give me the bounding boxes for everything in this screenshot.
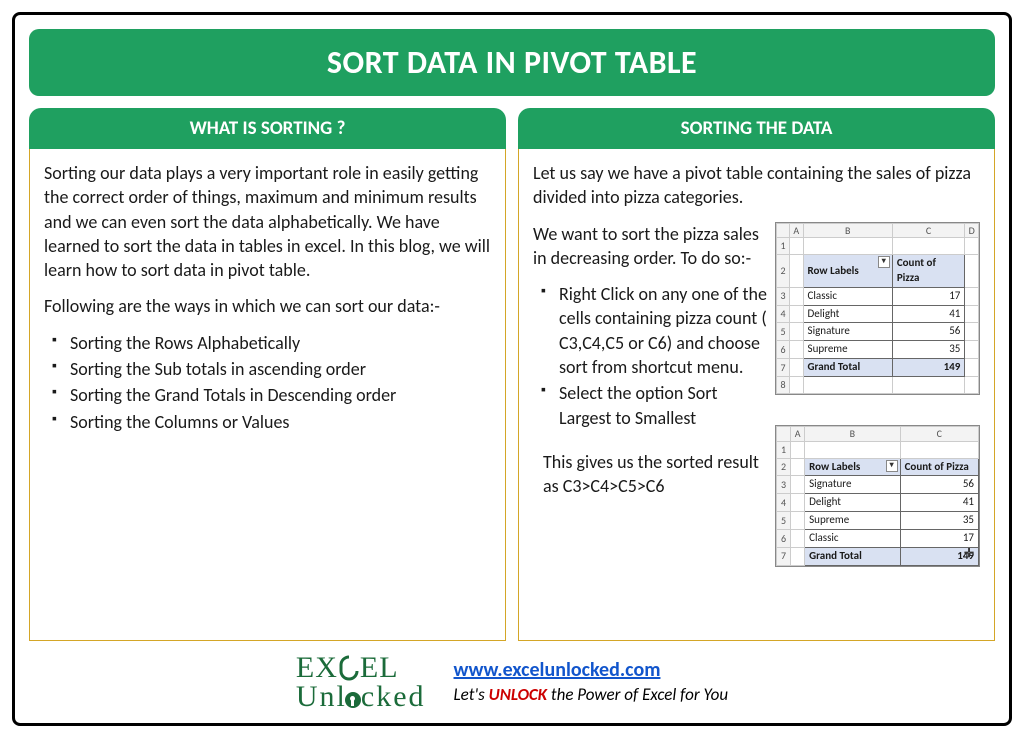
row-num: 3: [777, 287, 790, 305]
row-num: 6: [777, 341, 790, 359]
tagline-post: the Power of Excel for You: [547, 684, 728, 705]
row-num: 3: [777, 476, 791, 494]
pivot-cell: 41: [892, 305, 965, 323]
row-num: 1: [777, 238, 790, 255]
row-num: 4: [777, 494, 791, 512]
pivot-header: Row Labels: [803, 255, 892, 288]
keyhole-icon: [345, 692, 361, 708]
row-num: 7: [777, 359, 790, 377]
lock-c-icon: [339, 655, 359, 681]
row-num: 6: [777, 529, 791, 547]
pivot-cell: 17: [892, 287, 965, 305]
pivot-cell: 56: [892, 323, 965, 341]
right-para2: We want to sort the pizza sales in decre…: [533, 222, 767, 271]
col-header: B: [805, 427, 900, 442]
pivot-header: Row Labels: [805, 458, 900, 476]
col-header: B: [803, 223, 892, 238]
row-num: 2: [777, 458, 791, 476]
pivot-table-before: A B C D 1 2 Row Labels Count of Pizza 3: [775, 222, 980, 395]
list-item: Sorting the Grand Totals in Descending o…: [52, 383, 491, 407]
tagline-unlock: UNLOCK: [489, 684, 547, 705]
left-column: WHAT IS SORTING ? Sorting our data plays…: [29, 108, 506, 641]
left-heading: WHAT IS SORTING ?: [29, 108, 506, 149]
right-inner-layout: We want to sort the pizza sales in decre…: [533, 222, 980, 567]
row-num: 2: [777, 255, 790, 288]
pivot-cell: Delight: [803, 305, 892, 323]
right-text-block: We want to sort the pizza sales in decre…: [533, 222, 767, 567]
list-item: Sorting the Rows Alphabetically: [52, 331, 491, 355]
footer-text: www.excelunlocked.com Let's UNLOCK the P…: [454, 658, 729, 705]
pivot-total-value: 149✛: [900, 547, 978, 565]
row-num: 7: [777, 547, 791, 565]
pivot-cell: 17: [900, 529, 978, 547]
columns-container: WHAT IS SORTING ? Sorting our data plays…: [29, 108, 995, 641]
pivot-total-label: Grand Total: [803, 359, 892, 377]
website-link[interactable]: www.excelunlocked.com: [454, 658, 661, 682]
list-item: Sorting the Columns or Values: [52, 410, 491, 434]
tagline-pre: Let's: [454, 684, 489, 705]
list-item: Sorting the Sub totals in ascending orde…: [52, 357, 491, 381]
right-column: SORTING THE DATA Let us say we have a pi…: [518, 108, 995, 641]
row-num: 4: [777, 305, 790, 323]
pivot-cell: 41: [900, 494, 978, 512]
slide-frame: SORT DATA IN PIVOT TABLE WHAT IS SORTING…: [12, 12, 1012, 726]
pivot-cell: Classic: [805, 529, 900, 547]
pivot-cell: Supreme: [803, 341, 892, 359]
excel-unlocked-logo: EXEL Unlcked: [296, 651, 426, 711]
col-header: C: [892, 223, 965, 238]
pivot-total-label: Grand Total: [805, 547, 900, 565]
left-followup: Following are the ways in which we can s…: [44, 294, 491, 318]
tagline: Let's UNLOCK the Power of Excel for You: [454, 684, 729, 705]
left-intro: Sorting our data plays a very important …: [44, 161, 491, 282]
col-header: A: [791, 427, 805, 442]
row-num: 5: [777, 323, 790, 341]
left-bullet-list: Sorting the Rows Alphabetically Sorting …: [44, 331, 491, 434]
right-content: Let us say we have a pivot table contain…: [518, 149, 995, 641]
pivot-cell: Signature: [803, 323, 892, 341]
right-intro: Let us say we have a pivot table contain…: [533, 161, 980, 210]
left-content: Sorting our data plays a very important …: [29, 149, 506, 641]
pivot-total-value: 149: [892, 359, 965, 377]
right-result: This gives us the sorted result as C3>C4…: [533, 450, 767, 499]
row-num: 5: [777, 512, 791, 530]
col-header: C: [900, 427, 978, 442]
pivot-cell: 35: [892, 341, 965, 359]
row-num: 8: [777, 377, 790, 394]
pivot-cell: Delight: [805, 494, 900, 512]
pivot-header: Count of Pizza: [900, 458, 978, 476]
pivot-cell: Classic: [803, 287, 892, 305]
list-item: Select the option Sort Largest to Smalle…: [541, 381, 767, 430]
col-header: A: [789, 223, 803, 238]
right-steps-list: Right Click on any one of the cells cont…: [533, 282, 767, 430]
row-num: 1: [777, 441, 791, 458]
pivot-header: Count of Pizza: [892, 255, 965, 288]
pivot-cell: 35: [900, 512, 978, 530]
footer: EXEL Unlcked www.excelunlocked.com Let's…: [29, 651, 995, 715]
pivot-table-after: A B C 1 2 Row Labels Count of Pizza 3 S: [775, 425, 980, 567]
right-tables-block: A B C D 1 2 Row Labels Count of Pizza 3: [775, 222, 980, 567]
list-item: Right Click on any one of the cells cont…: [541, 282, 767, 379]
main-title-banner: SORT DATA IN PIVOT TABLE: [29, 29, 995, 96]
right-heading: SORTING THE DATA: [518, 108, 995, 149]
col-header: D: [965, 223, 979, 238]
pivot-cell: Signature: [805, 476, 900, 494]
pivot-cell: 56: [900, 476, 978, 494]
pivot-cell: Supreme: [805, 512, 900, 530]
pivot-total-text: 149: [957, 549, 974, 562]
